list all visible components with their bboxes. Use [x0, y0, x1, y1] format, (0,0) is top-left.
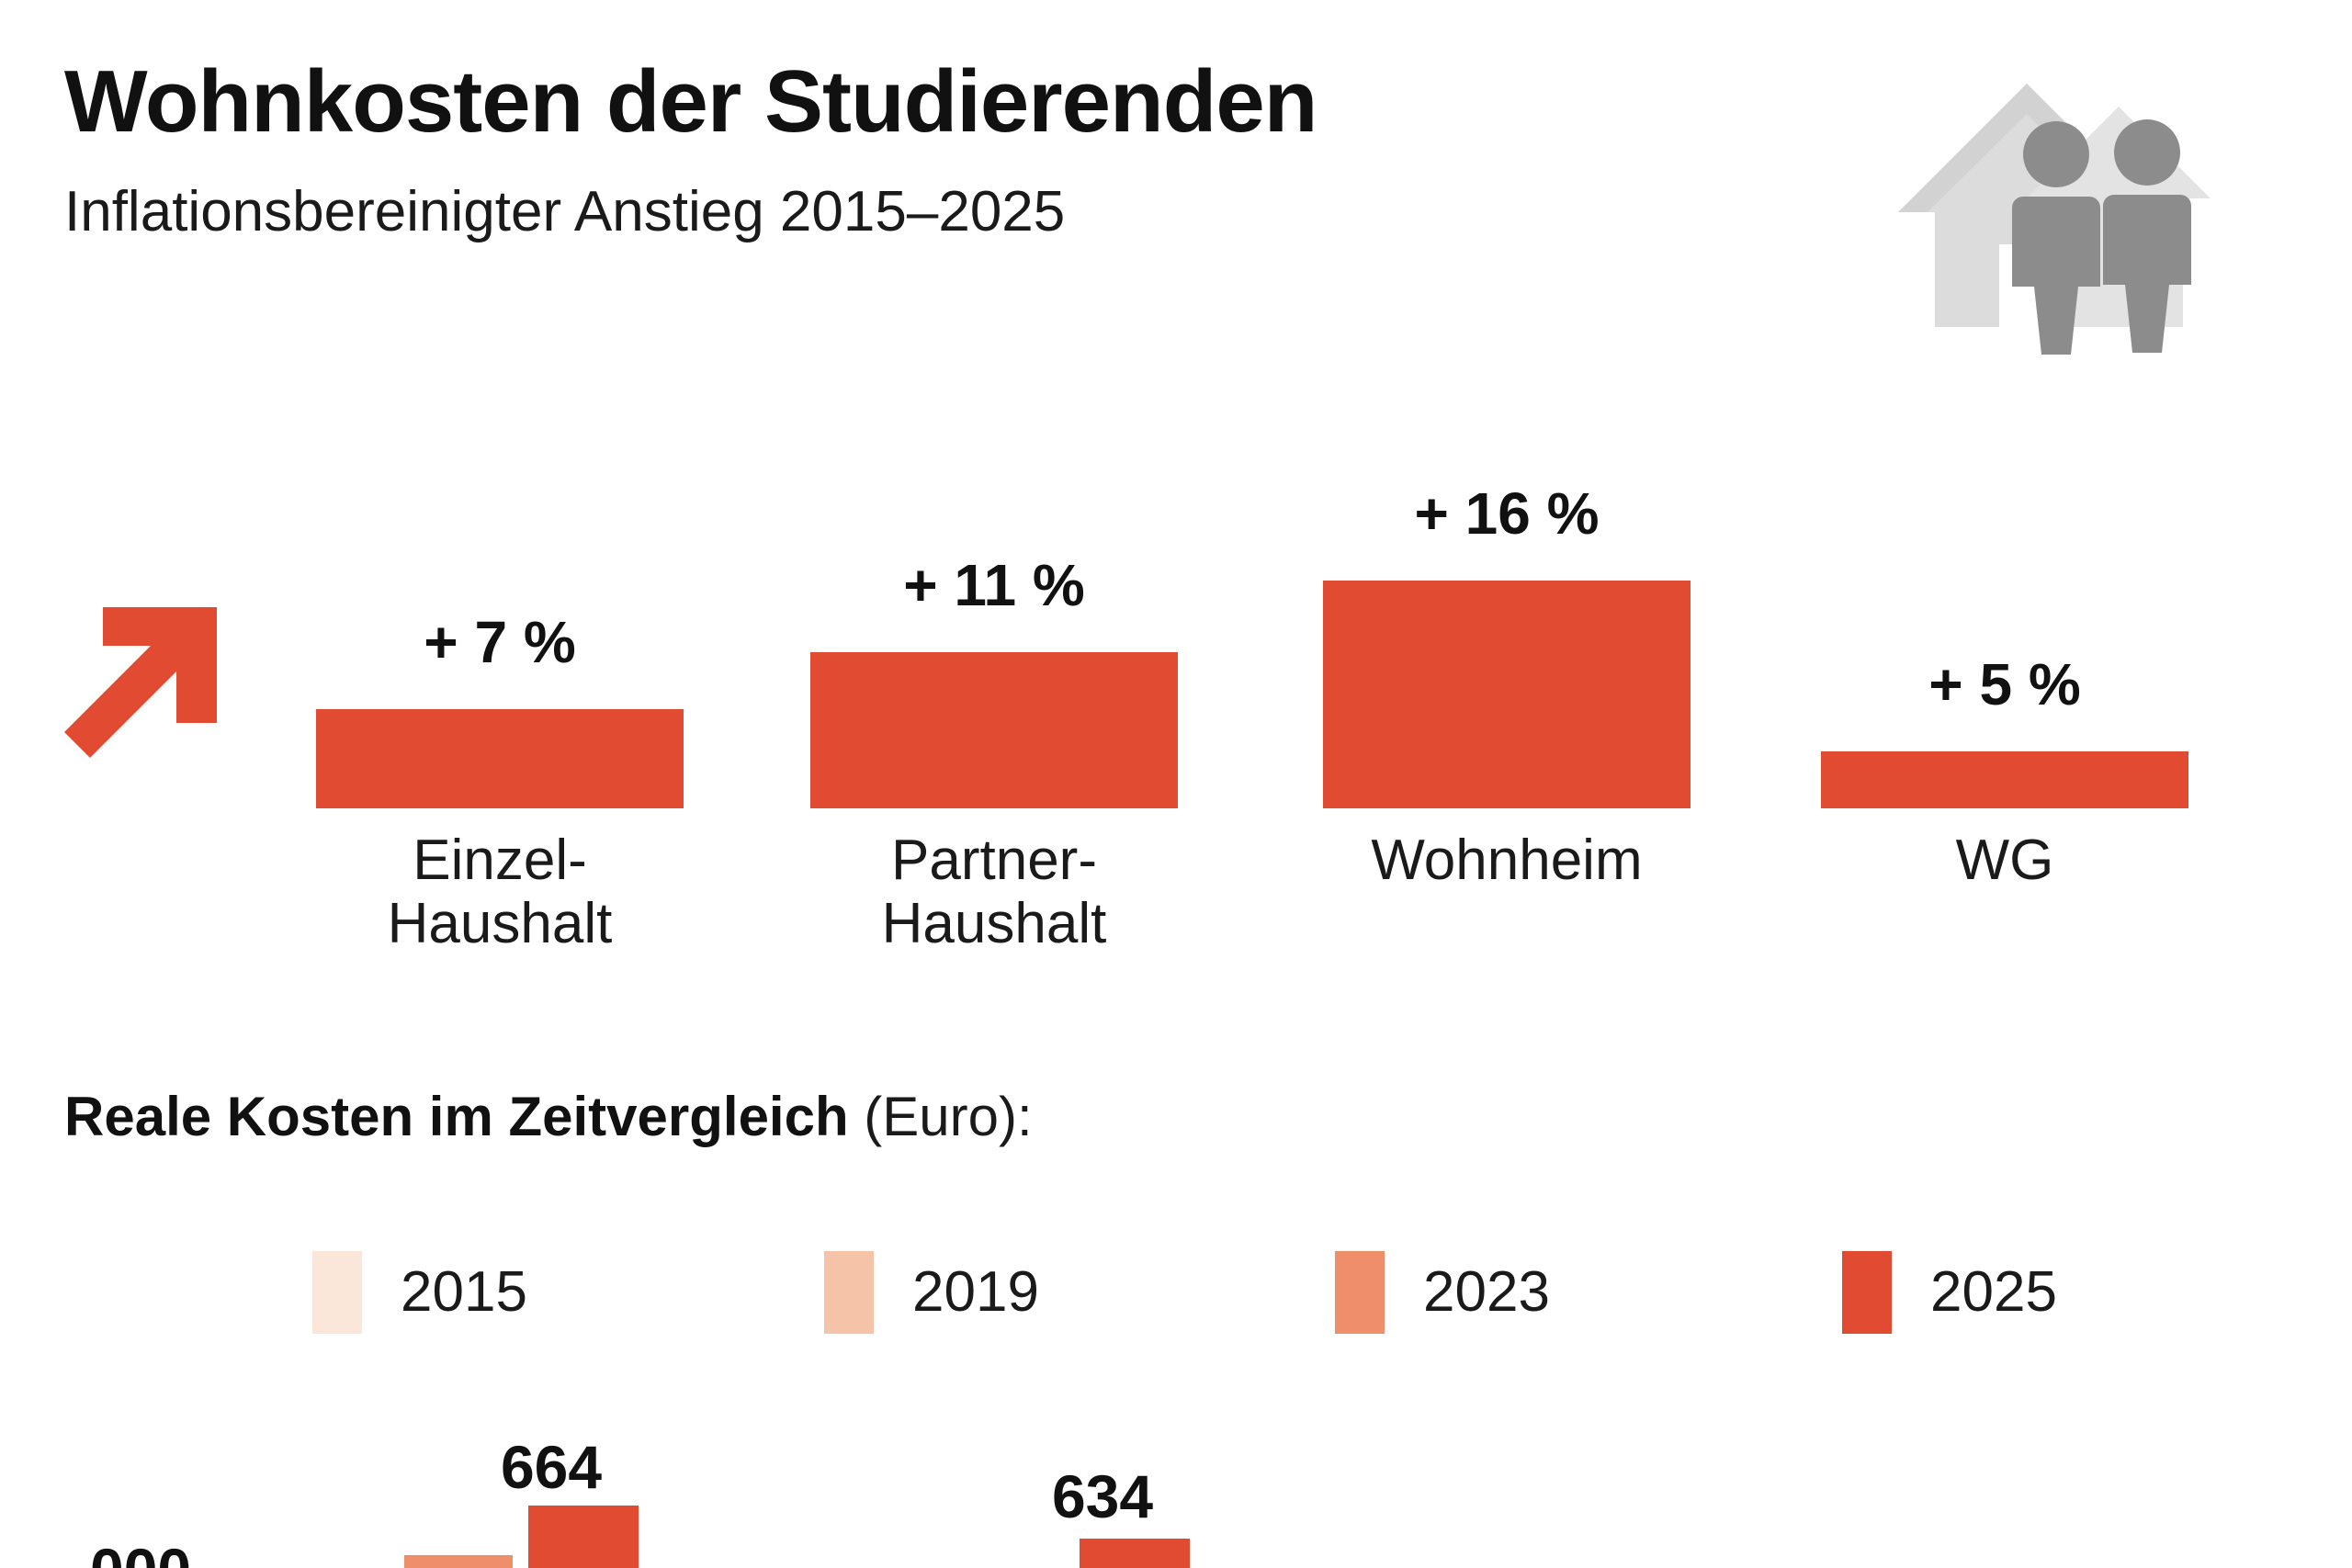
pct-label-line1: Wohnheim — [1371, 829, 1643, 892]
legend-item-2019[interactable]: 2019 — [824, 1251, 1039, 1334]
pct-label-einzel-haushalt: Einzel- Haushalt — [261, 829, 739, 956]
year-legend: 2015 2019 2023 2025 — [312, 1251, 2242, 1352]
bottom-bar-2025-664 — [528, 1506, 639, 1568]
pct-value-wg: + 5 % — [1928, 651, 2081, 717]
pct-bar-einzel-haushalt — [316, 709, 684, 808]
house-with-two-people-icon — [1889, 51, 2275, 355]
legend-item-2015[interactable]: 2015 — [312, 1251, 527, 1334]
section-heading-light: (Euro): — [848, 1086, 1033, 1147]
legend-label-2015: 2015 — [401, 1260, 527, 1324]
legend-swatch-2015 — [312, 1251, 362, 1334]
bottom-bar-2023-664 — [404, 1555, 513, 1568]
legend-label-2019: 2019 — [912, 1260, 1039, 1324]
percent-increase-chart: + 7 % Einzel- Haushalt + 11 % Partner- H… — [0, 404, 2352, 1010]
pct-label-wg: WG — [1766, 829, 2244, 892]
pct-bar-wg — [1821, 751, 2188, 808]
percent-bar-group: + 7 % Einzel- Haushalt + 11 % Partner- H… — [303, 404, 2315, 1010]
bottom-value-634: 634 — [1051, 1462, 1154, 1530]
page-subtitle: Inflationsbereinigter Anstieg 2015–2025 — [64, 179, 1066, 243]
legend-label-2025: 2025 — [1930, 1260, 2057, 1324]
real-costs-chart-cropped: 000 664 634 — [0, 1378, 2352, 1568]
pct-label-line1: WG — [1955, 829, 2054, 892]
pct-bar-wohnheim — [1323, 581, 1690, 808]
section-heading-strong: Reale Kosten im Zeitvergleich — [64, 1086, 849, 1147]
legend-swatch-2023 — [1335, 1251, 1385, 1334]
legend-label-2023: 2023 — [1423, 1260, 1550, 1324]
bottom-value-664: 664 — [500, 1433, 603, 1501]
pct-column-wg: + 5 % WG — [1821, 404, 2188, 1010]
page-title: Wohnkosten der Studierenden — [64, 52, 1317, 151]
bottom-group-first: 000 — [55, 1378, 331, 1568]
pct-column-wohnheim: + 16 % Wohnheim — [1323, 404, 1690, 1010]
pct-label-line2: Haushalt — [881, 892, 1107, 956]
arrow-up-right-icon — [62, 602, 228, 762]
header: Wohnkosten der Studierenden Inflationsbe… — [64, 57, 1810, 242]
pct-label-wohnheim: Wohnheim — [1268, 829, 1746, 892]
pct-value-wohnheim: + 16 % — [1414, 480, 1600, 547]
pct-column-partner-haushalt: + 11 % Partner- Haushalt — [810, 404, 1178, 1010]
legend-item-2023[interactable]: 2023 — [1335, 1251, 1550, 1334]
pct-value-partner-haushalt: + 11 % — [903, 552, 1085, 618]
pct-label-line1: Einzel- — [413, 829, 587, 892]
pct-bar-partner-haushalt — [810, 652, 1178, 808]
pct-label-line1: Partner- — [891, 829, 1097, 892]
legend-item-2025[interactable]: 2025 — [1842, 1251, 2057, 1334]
bottom-group-664: 664 — [404, 1378, 717, 1568]
legend-swatch-2025 — [1842, 1251, 1892, 1334]
bottom-group-634: 634 — [956, 1378, 1268, 1568]
pct-column-einzel-haushalt: + 7 % Einzel- Haushalt — [316, 404, 684, 1010]
bottom-bar-2025-634 — [1080, 1539, 1190, 1568]
section-heading: Reale Kosten im Zeitvergleich (Euro): — [64, 1089, 1033, 1145]
pct-label-partner-haushalt: Partner- Haushalt — [755, 829, 1233, 956]
bottom-value-first-clipped: 000 — [90, 1535, 191, 1568]
pct-value-einzel-haushalt: + 7 % — [424, 609, 576, 675]
pct-label-line2: Haushalt — [387, 892, 613, 956]
legend-swatch-2019 — [824, 1251, 874, 1334]
